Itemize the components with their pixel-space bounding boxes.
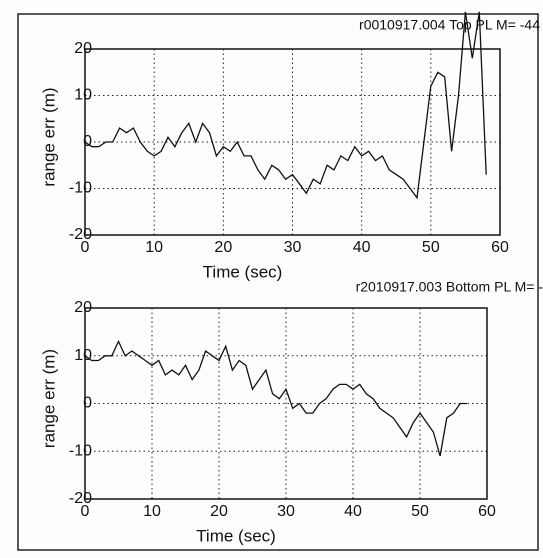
chart-title: r0010917.004 Top PL M= -44 — [359, 17, 540, 33]
y-tick-label: -10 — [69, 442, 92, 459]
data-line — [84, 339, 467, 457]
x-tick-label: 40 — [353, 239, 371, 256]
x-tick-label: 30 — [284, 239, 302, 256]
x-tick-label: 0 — [81, 503, 90, 520]
y-tick-label: -10 — [69, 180, 92, 197]
y-tick-label: -20 — [69, 226, 92, 243]
y-tick-label: 0 — [83, 133, 92, 150]
y-axis-label: range err (m) — [39, 349, 58, 448]
x-tick-label: 60 — [491, 239, 509, 256]
x-tick-label: 30 — [277, 503, 295, 520]
plot-frame — [84, 307, 488, 500]
y-tick-label: 0 — [83, 395, 92, 412]
x-tick-label: 20 — [214, 239, 232, 256]
y-tick-label: 10 — [74, 347, 92, 364]
x-tick-label: 50 — [422, 239, 440, 256]
x-tick-label: 0 — [81, 239, 90, 256]
x-tick-label: 10 — [143, 503, 161, 520]
x-axis-label: Time (sec) — [203, 262, 283, 281]
page-border — [17, 13, 539, 551]
y-tick-label: 10 — [74, 87, 92, 104]
chart-title: r2010917.003 Bottom PL M= - — [356, 279, 543, 295]
x-tick-label: 20 — [210, 503, 228, 520]
y-tick-label: -20 — [69, 490, 92, 507]
data-line — [84, 11, 487, 200]
y-tick-label: 20 — [74, 299, 92, 316]
x-tick-label: 10 — [145, 239, 163, 256]
x-axis-label: Time (sec) — [196, 526, 276, 545]
x-tick-label: 40 — [344, 503, 362, 520]
y-axis-label: range err (m) — [39, 87, 58, 186]
y-tick-label: 20 — [74, 40, 92, 57]
x-tick-label: 50 — [411, 503, 429, 520]
x-tick-label: 60 — [478, 503, 496, 520]
